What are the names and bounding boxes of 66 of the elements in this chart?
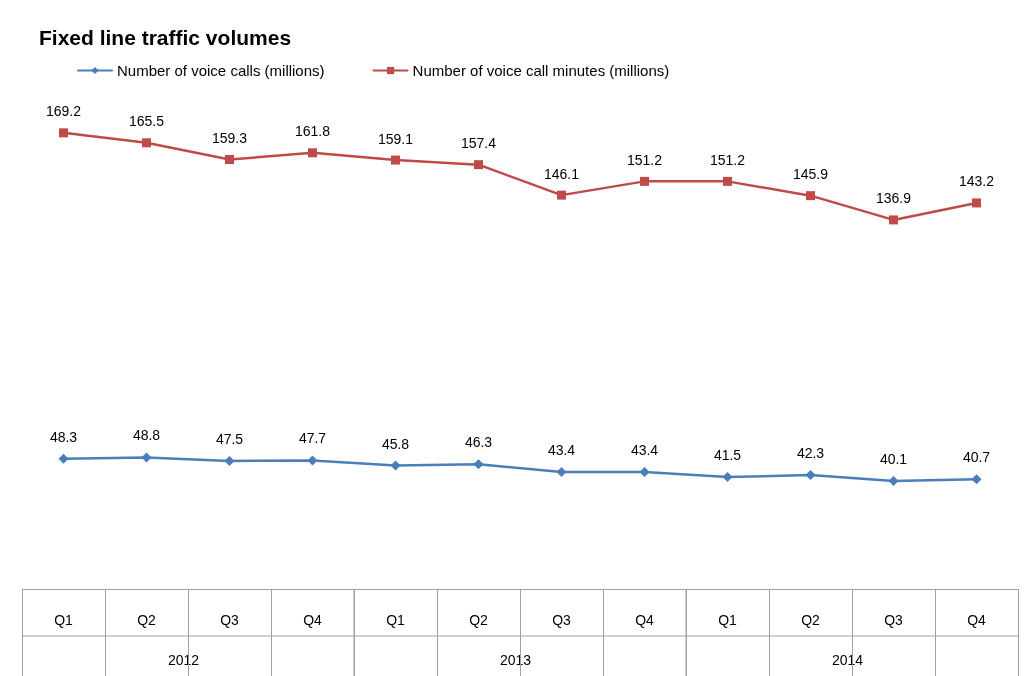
data-label: 146.1 — [543, 165, 580, 182]
legend-label: Number of voice call minutes (millions) — [412, 62, 670, 79]
point — [58, 453, 69, 464]
data-label: 136.9 — [875, 190, 912, 207]
point — [888, 475, 899, 486]
data-label: 145.9 — [792, 166, 829, 183]
data-label: 143.2 — [958, 173, 995, 190]
data-label: 48.3 — [49, 428, 78, 445]
text: 2013 — [500, 652, 532, 668]
data-label: 41.5 — [713, 447, 742, 464]
point — [723, 176, 732, 186]
x-tick-label: Q3 — [220, 612, 240, 628]
x-tick-label: Q3 — [552, 612, 572, 628]
x-tick-label: Q2 — [469, 612, 489, 628]
point — [308, 148, 317, 158]
point — [141, 452, 152, 463]
data-label: 46.3 — [464, 434, 493, 451]
data-label: 40.1 — [879, 450, 908, 467]
point — [556, 467, 567, 477]
x-tick-label: Q4 — [303, 612, 323, 628]
x-tick-label: Q1 — [718, 612, 738, 628]
point — [640, 176, 649, 186]
x-tick-label: Q2 — [137, 612, 157, 628]
point — [722, 472, 733, 483]
data-label: 40.7 — [962, 449, 991, 466]
x-tick-label: Q1 — [386, 612, 406, 628]
x-tick-label: Q4 — [635, 612, 655, 628]
x-tick-label: Q4 — [967, 612, 987, 628]
x-tick-label: Q1 — [54, 612, 74, 628]
data-label: 45.8 — [381, 435, 410, 452]
point — [225, 155, 234, 165]
text: 2014 — [832, 652, 864, 668]
data-label: 151.2 — [626, 151, 663, 168]
chart-title: Fixed line traffic volumes — [39, 26, 292, 49]
data-label: 47.5 — [215, 430, 244, 447]
point — [557, 190, 566, 200]
point — [474, 160, 483, 170]
data-label: 48.8 — [132, 427, 161, 444]
x-tick-label: Q2 — [801, 612, 821, 628]
text: 2012 — [168, 652, 200, 668]
x-tick-label: Q3 — [884, 612, 904, 628]
point — [639, 467, 650, 477]
point — [142, 138, 151, 148]
data-label: 151.2 — [709, 151, 746, 168]
data-label: 161.8 — [294, 123, 331, 140]
point — [59, 128, 68, 138]
data-label: 43.4 — [547, 442, 576, 458]
data-label: 157.4 — [460, 135, 497, 152]
point — [971, 474, 982, 485]
point — [224, 455, 235, 466]
point — [805, 469, 816, 480]
point — [391, 155, 400, 165]
data-label: 159.1 — [377, 130, 414, 147]
point — [473, 459, 484, 470]
data-label: 43.4 — [630, 442, 659, 458]
point — [889, 215, 898, 225]
data-label: 165.5 — [128, 113, 165, 130]
legend-label: Number of voice calls (millions) — [117, 62, 325, 79]
data-label: 42.3 — [796, 444, 825, 461]
point — [806, 191, 815, 201]
point — [390, 460, 401, 471]
data-label: 169.2 — [45, 103, 82, 120]
data-label: 47.7 — [298, 430, 327, 447]
point — [972, 198, 981, 208]
data-label: 159.3 — [211, 130, 248, 147]
point — [307, 455, 318, 466]
